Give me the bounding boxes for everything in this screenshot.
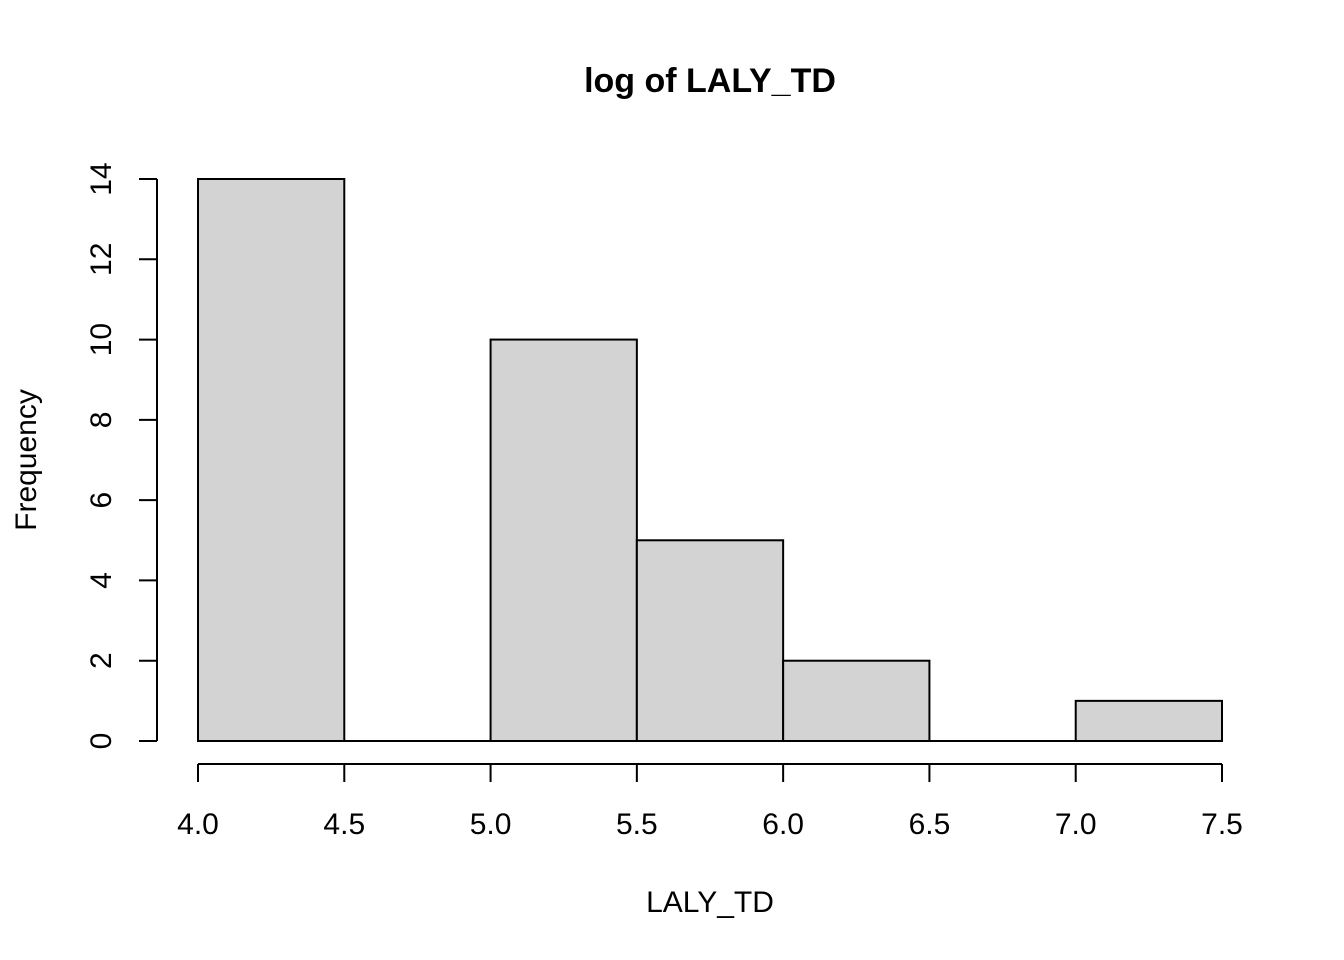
x-axis: 4.0 4.5 5.0 5.5 6.0 6.5 7.0 7.5 [177,763,1243,841]
y-tick-label: 2 [85,652,118,669]
x-tick-label: 6.5 [909,808,951,841]
y-tick-label: 14 [85,162,118,195]
histogram-bar [782,659,931,743]
x-tick-label: 7.5 [1201,808,1243,841]
bars-group [197,178,1223,743]
x-tick-label: 7.0 [1055,808,1097,841]
histogram-bar [635,539,785,742]
chart-title: log of LALY_TD [584,62,836,100]
x-tick-label: 4.0 [177,808,219,841]
y-axis: 0 2 4 6 8 10 12 14 [85,162,158,750]
histogram-bar [1074,699,1223,742]
histogram-bar [197,178,346,742]
y-tick-label: 8 [85,412,118,429]
y-tick-label: 6 [85,492,118,509]
x-tick-label: 5.5 [616,808,658,841]
x-axis-label: LALY_TD [646,886,774,919]
x-tick-label: 4.5 [323,808,365,841]
y-tick-label: 4 [85,572,118,589]
y-axis-label: Frequency [10,389,43,531]
x-tick-label: 5.0 [470,808,512,841]
x-tick-label: 6.0 [762,808,804,841]
histogram-bar [489,338,638,742]
y-tick-label: 0 [85,733,118,750]
y-tick-label: 10 [85,323,118,356]
y-tick-label: 12 [85,243,118,276]
